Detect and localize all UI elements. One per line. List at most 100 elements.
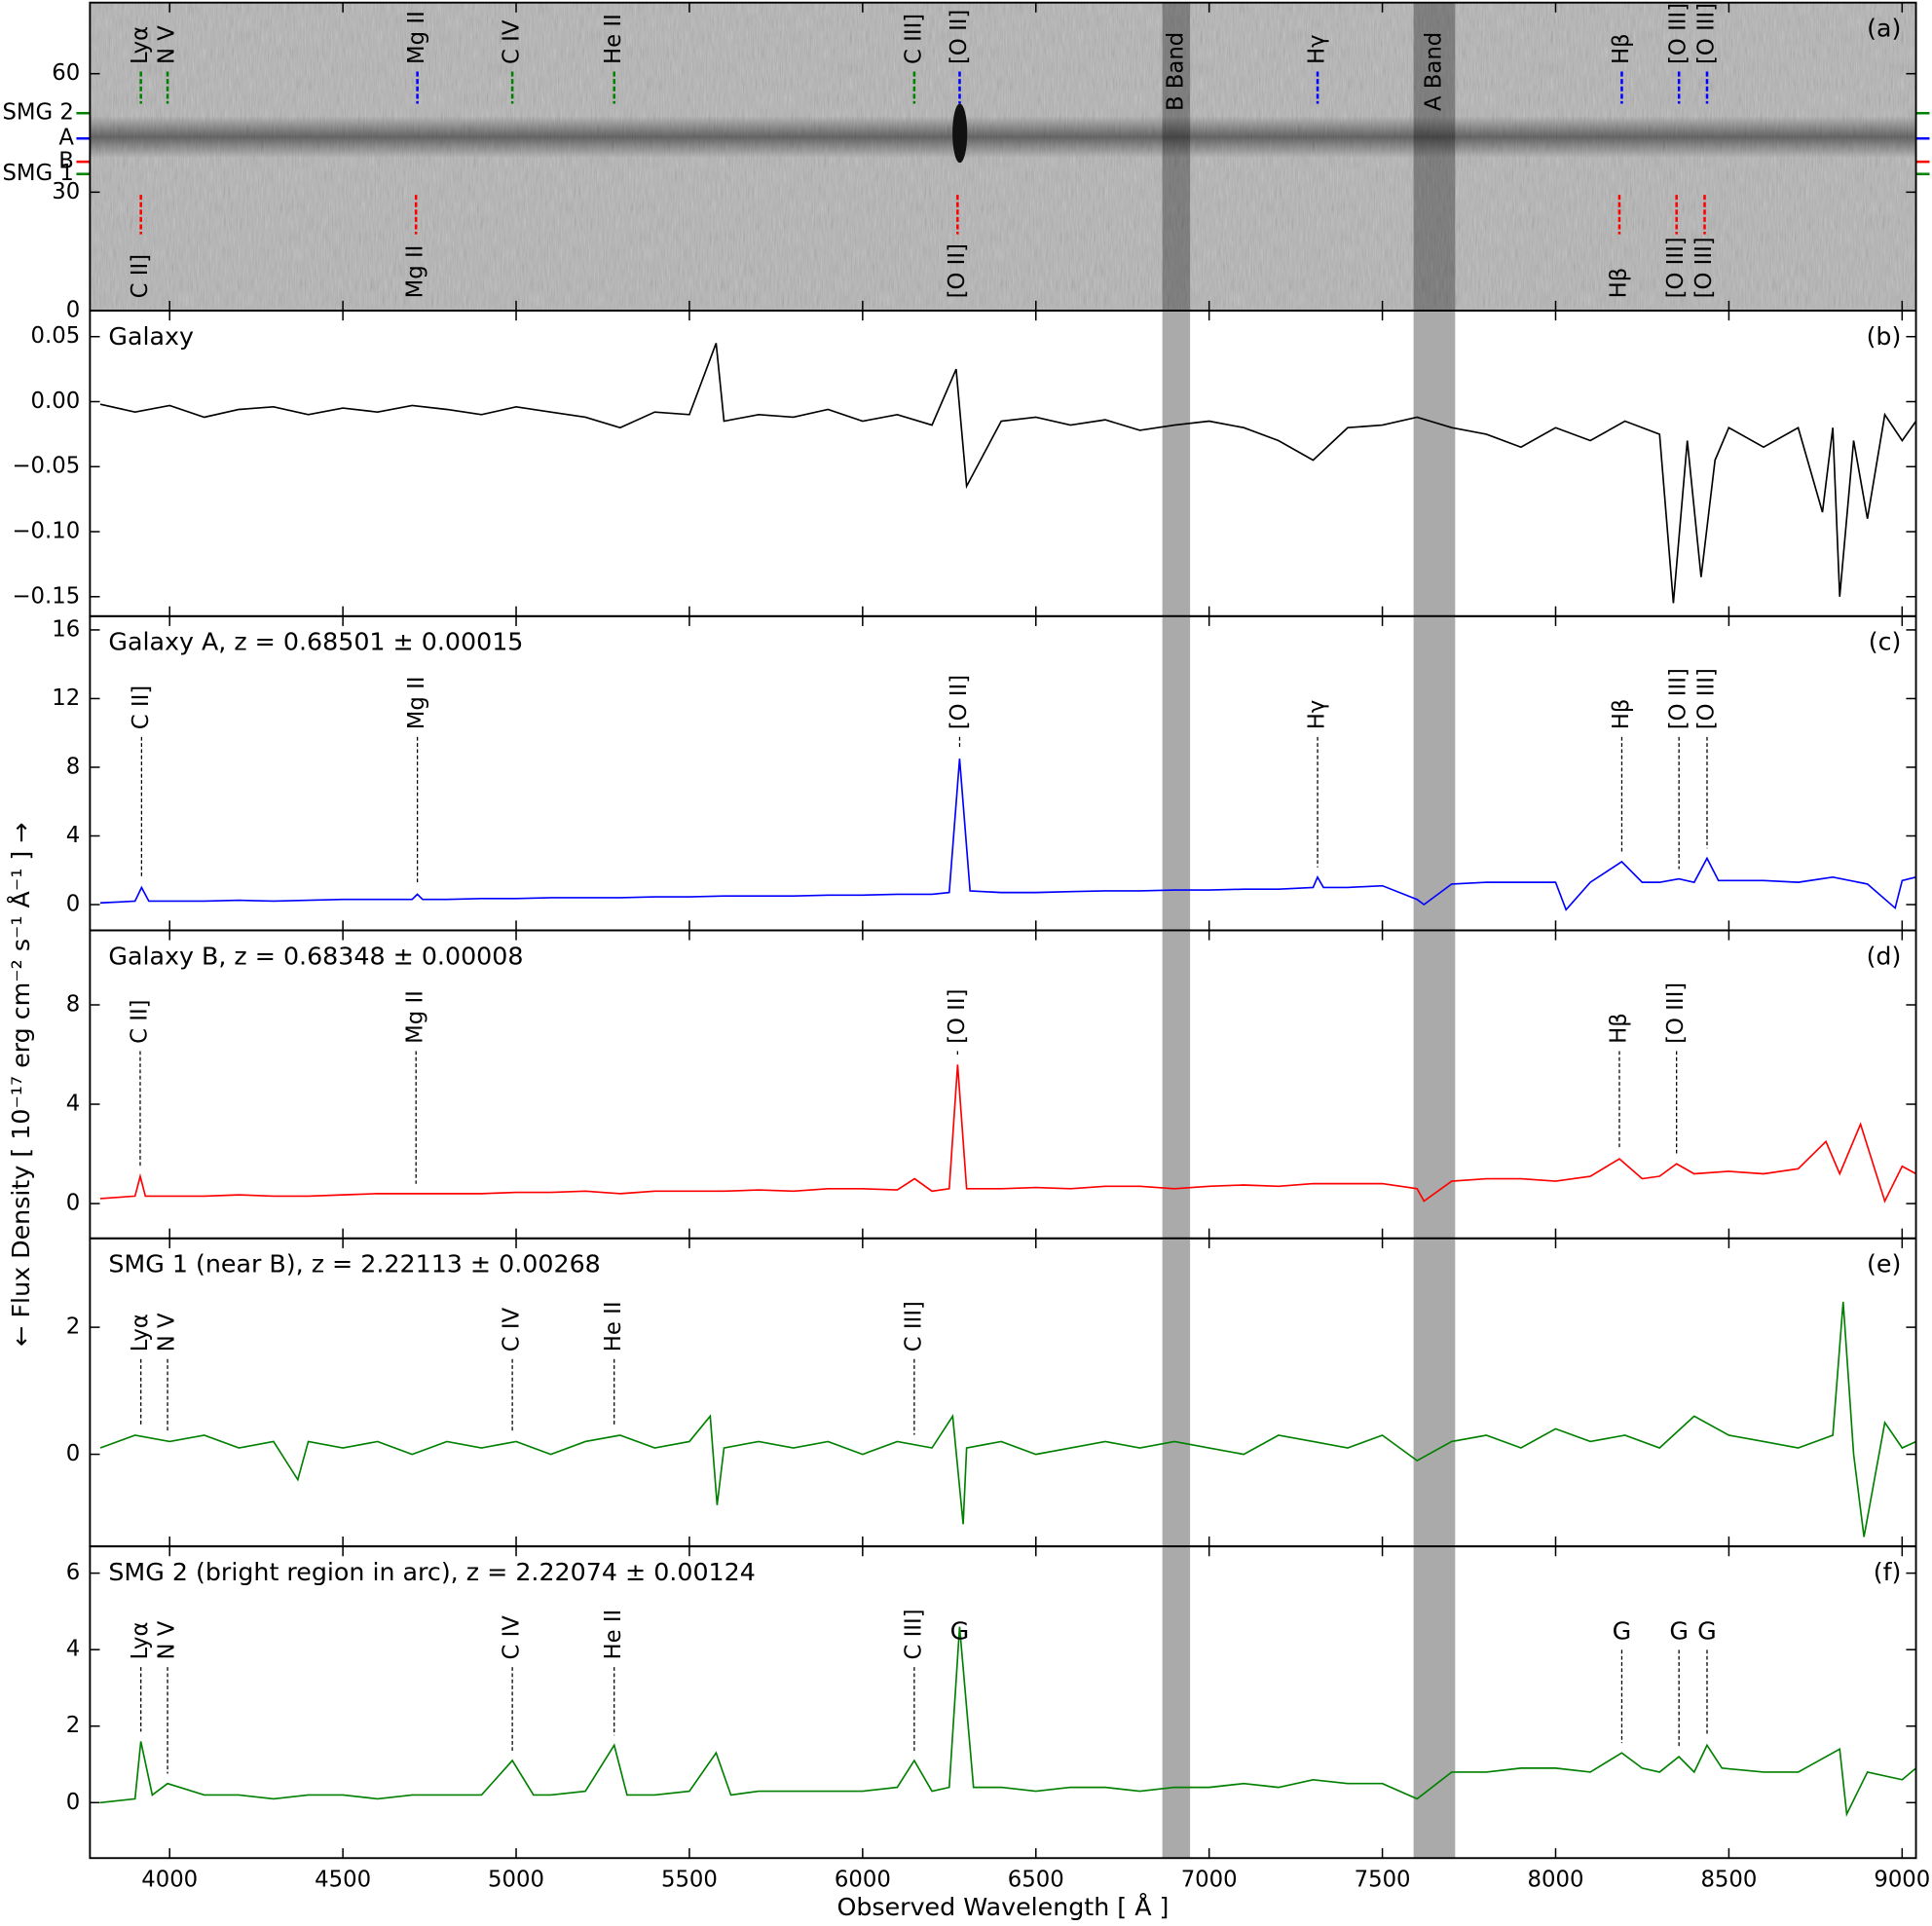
y-tick-label: 30 [52, 179, 80, 204]
panel-frame [89, 1237, 1917, 1548]
line-label: G [1697, 1617, 1717, 1646]
x-tick-label: 7000 [1181, 1868, 1238, 1893]
line-label: C III] [901, 1609, 926, 1659]
line-label: Hβ [1606, 1013, 1631, 1044]
telluric-band [1162, 930, 1191, 1239]
line-label: C IV [500, 1615, 525, 1660]
line-label: He II [601, 1301, 626, 1352]
panel-title: Galaxy [108, 322, 194, 351]
panel-frame [89, 1545, 1917, 1860]
telluric-band [1413, 930, 1456, 1239]
telluric-band [1162, 2, 1191, 312]
line-label: Hβ [1609, 33, 1634, 64]
telluric-band [1162, 311, 1191, 616]
y-tick-label: 4 [66, 1092, 80, 1117]
y-tick-label: 4 [66, 1637, 80, 1662]
y-tick-label: 16 [52, 616, 80, 642]
trace-label: A [58, 126, 74, 151]
x-tick-label: 4000 [141, 1868, 198, 1893]
panel-title: SMG 1 (near B), z = 2.22113 ± 0.00268 [108, 1250, 600, 1278]
telluric-band [1162, 615, 1191, 931]
line-label: N V [155, 25, 180, 64]
line-label: G [1669, 1617, 1689, 1646]
image-trace [90, 116, 1916, 159]
line-label: Lyα [128, 26, 153, 64]
panel-label: (b) [1867, 322, 1902, 351]
y-axis-label: ← Flux Density [ 10⁻¹⁷ erg cm⁻² s⁻¹ Å⁻¹ … [7, 823, 35, 1347]
trace-label: SMG 2 [2, 100, 73, 126]
image-emission [952, 103, 968, 164]
trace-label: B [58, 149, 74, 174]
panel-label: (a) [1867, 15, 1901, 43]
line-label: Hγ [1305, 34, 1330, 64]
spectrum-line [99, 1301, 1916, 1537]
y-tick-label: 8 [66, 754, 80, 779]
y-tick-label: −0.10 [12, 519, 80, 544]
line-label: C IV [500, 1307, 525, 1352]
y-tick-label: 0 [66, 892, 80, 917]
y-tick-label: −0.05 [12, 454, 80, 479]
line-label: [O III] [1693, 668, 1719, 729]
panel-title: SMG 2 (bright region in arc), z = 2.2207… [108, 1558, 755, 1586]
telluric-band [1162, 1546, 1191, 1859]
panel-label: (d) [1867, 942, 1902, 970]
spectrum-line [99, 1626, 1917, 1817]
line-label: N V [155, 1313, 180, 1352]
panel-label: (e) [1867, 1250, 1901, 1278]
line-label: Lyα [128, 1621, 153, 1659]
panel-label: (f) [1874, 1558, 1902, 1586]
telluric-band [1413, 2, 1456, 312]
x-tick-label: 9000 [1874, 1868, 1930, 1893]
line-label: [O III] [1693, 3, 1719, 64]
line-label: Lyα [128, 1314, 153, 1352]
telluric-band [1162, 1238, 1191, 1547]
line-label: C IV [500, 19, 525, 64]
line-label: Hγ [1305, 700, 1330, 730]
line-label: [O II] [945, 989, 970, 1044]
x-tick-label: 4500 [315, 1868, 371, 1893]
y-tick-label: 4 [66, 823, 80, 848]
band-label: B Band [1163, 32, 1188, 111]
y-tick-label: 12 [52, 685, 80, 711]
spectrum-image [90, 2, 1916, 312]
line-label: Mg II [403, 990, 428, 1044]
line-label: [O III] [1666, 3, 1691, 64]
x-tick-label: 7500 [1355, 1868, 1411, 1893]
y-tick-label: 0 [66, 298, 80, 323]
line-label: He II [601, 1610, 626, 1660]
line-label: Hβ [1609, 699, 1634, 730]
line-label: G [1613, 1617, 1632, 1646]
telluric-band [1413, 1238, 1456, 1547]
x-tick-label: 6000 [835, 1868, 891, 1893]
telluric-band [1413, 311, 1456, 616]
line-label: C III] [901, 14, 926, 64]
x-tick-label: 6500 [1008, 1868, 1064, 1893]
line-label: [O II] [947, 675, 972, 729]
line-label: He II [601, 14, 626, 64]
x-axis-label: Observed Wavelength [ Å ] [836, 1893, 1169, 1921]
y-tick-label: 0 [66, 1790, 80, 1815]
line-label: C II] [129, 685, 154, 729]
x-tick-label: 8500 [1700, 1868, 1757, 1893]
line-label: N V [155, 1620, 180, 1659]
panel-title: Galaxy B, z = 0.68348 ± 0.00008 [108, 942, 523, 970]
y-tick-label: 0 [66, 1191, 80, 1216]
spectrum-line [99, 343, 1917, 604]
line-label: [O III] [1663, 237, 1689, 298]
line-label: C II] [128, 254, 153, 298]
line-label: [O III] [1691, 237, 1717, 298]
line-label: G [950, 1617, 970, 1646]
line-label: [O II] [945, 243, 970, 298]
panel-frame [89, 614, 1917, 932]
panel-frame [89, 310, 1917, 617]
y-tick-label: −0.15 [12, 583, 80, 609]
x-tick-label: 8000 [1528, 1868, 1584, 1893]
panel-title: Galaxy A, z = 0.68501 ± 0.00015 [108, 628, 523, 656]
y-tick-label: 0.00 [31, 389, 81, 414]
line-label: Hβ [1606, 268, 1631, 299]
band-label: A Band [1421, 32, 1446, 111]
y-tick-label: 0.05 [31, 323, 81, 349]
panel-label: (c) [1869, 628, 1902, 656]
